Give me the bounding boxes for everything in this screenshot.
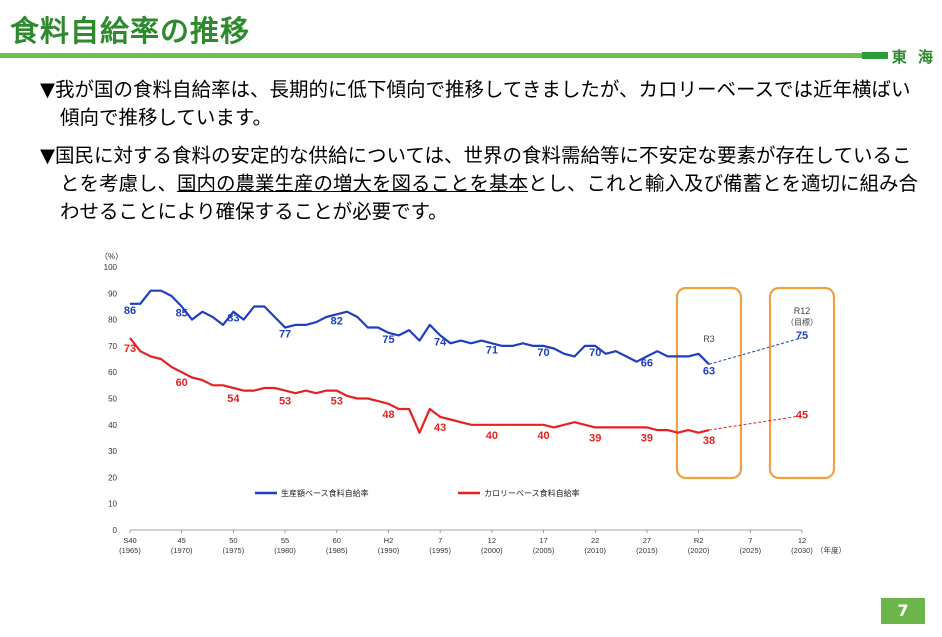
target-projection-line [708, 337, 803, 365]
data-label: 48 [382, 409, 394, 421]
data-label: 86 [124, 305, 136, 317]
series-line-calorie [129, 337, 710, 434]
data-label: 40 [486, 430, 498, 442]
data-label: 77 [279, 328, 291, 340]
bullet-marker: ▼ [40, 78, 55, 101]
x-tick-label: 7 [438, 536, 442, 545]
data-label: 63 [703, 365, 715, 377]
x-tick-sublabel: (2025) [739, 546, 761, 555]
bullet-item-1: ▼我が国の食料自給率は、長期的に低下傾向で推移してきましたが、カロリーベースでは… [40, 76, 920, 132]
bullet-list: ▼我が国の食料自給率は、長期的に低下傾向で推移してきましたが、カロリーベースでは… [40, 76, 920, 236]
x-tick-sublabel: (1985) [326, 546, 348, 555]
annotation-r12: R12 [794, 306, 811, 316]
x-tick-label: 27 [643, 536, 651, 545]
bullet-text: 国民に対する食料の安定的な供給については、世界の食料需給等に不安定な要素が存在し… [55, 144, 912, 195]
y-tick-label: 100 [104, 263, 118, 272]
x-tick-label: 12 [488, 536, 496, 545]
page-number: 7 [881, 598, 925, 624]
x-tick-label: 17 [539, 536, 547, 545]
y-tick-label: 10 [108, 500, 117, 509]
x-tick-label: 50 [229, 536, 237, 545]
y-unit-label: （%） [100, 252, 123, 261]
data-label: 39 [641, 432, 653, 444]
data-label: 38 [703, 435, 715, 447]
x-tick-label: 45 [178, 536, 186, 545]
x-tick-sublabel: (1980) [274, 546, 296, 555]
org-label: 東 海 [891, 48, 936, 66]
y-tick-label: 60 [108, 368, 117, 377]
data-label: 53 [279, 396, 291, 408]
target-projection-line [708, 415, 803, 431]
y-tick-label: 0 [113, 526, 118, 535]
bullet-item-2: ▼国民に対する食料の安定的な供給については、世界の食料需給等に不安定な要素が存在… [40, 142, 920, 226]
x-tick-label: 60 [333, 536, 341, 545]
x-tick-label: H2 [384, 536, 394, 545]
y-tick-label: 40 [108, 421, 117, 430]
y-tick-label: 30 [108, 447, 117, 456]
data-label: 75 [382, 334, 394, 346]
page-title: 食料自給率の推移 [10, 14, 251, 48]
bullet-text-underlined: 国内の農業生産の増大を図ることを基本 [177, 172, 529, 195]
annotation-target: （目標） [786, 317, 818, 327]
x-tick-sublabel: (1995) [429, 546, 451, 555]
x-tick-label: R2 [694, 536, 704, 545]
data-label: 70 [537, 347, 549, 359]
x-tick-sublabel: (2015) [636, 546, 658, 555]
y-tick-label: 70 [108, 342, 117, 351]
x-tick-sublabel: (2000) [481, 546, 503, 555]
bullet-text: 我が国の食料自給率は、長期的に低下傾向で推移してきましたが、カロリーベースでは近… [55, 78, 911, 129]
bullet-text: とし、これと輸入及び備蓄とを適切に組み合わせることにより確保することが必要です。 [60, 172, 919, 223]
data-label: 85 [176, 307, 188, 319]
x-tick-sublabel: (1990) [378, 546, 400, 555]
y-tick-label: 20 [108, 473, 117, 482]
x-tick-sublabel: (1970) [171, 546, 193, 555]
x-tick-label: 22 [591, 536, 599, 545]
data-label: 54 [227, 393, 240, 405]
data-label: 60 [176, 377, 188, 389]
data-label: 74 [434, 336, 447, 348]
x-tick-label: 7 [748, 536, 752, 545]
title-underline [0, 53, 888, 58]
x-tick-sublabel: (2005) [533, 546, 555, 555]
x-unit-label: （年度） [816, 545, 846, 555]
data-label: 53 [331, 396, 343, 408]
data-label: 70 [589, 347, 601, 359]
target-label: 45 [796, 410, 808, 422]
data-label: 40 [537, 430, 549, 442]
data-label: 66 [641, 357, 653, 369]
title-underline-accent [862, 52, 888, 59]
y-tick-label: 90 [108, 289, 117, 298]
data-label: 43 [434, 422, 446, 434]
bullet-marker: ▼ [40, 144, 55, 167]
data-label: 82 [331, 315, 343, 327]
legend-label: カロリーベース食料自給率 [484, 488, 580, 498]
self-sufficiency-chart: （%）0102030405060708090100S40(1965)45(197… [100, 252, 846, 555]
data-label: 71 [486, 344, 498, 356]
target-label: 75 [796, 330, 808, 342]
x-tick-sublabel: (2030) [791, 546, 813, 555]
x-tick-sublabel: (2010) [584, 546, 606, 555]
data-label: 83 [227, 313, 239, 325]
r12-box [768, 286, 836, 480]
legend-label: 生産額ベース食料自給率 [281, 488, 369, 498]
x-tick-label: 55 [281, 536, 289, 545]
data-label: 39 [589, 432, 601, 444]
r3-box [675, 286, 743, 480]
y-tick-label: 80 [108, 316, 117, 325]
x-tick-sublabel: (1975) [223, 546, 245, 555]
y-tick-label: 50 [108, 395, 117, 404]
x-tick-label: S40 [123, 536, 136, 545]
annotation-r3: R3 [703, 334, 715, 344]
x-tick-sublabel: (1965) [119, 546, 141, 555]
x-tick-sublabel: (2020) [688, 546, 710, 555]
data-label: 73 [124, 343, 136, 355]
x-tick-label: 12 [798, 536, 806, 545]
series-line-production-value [130, 289, 710, 366]
